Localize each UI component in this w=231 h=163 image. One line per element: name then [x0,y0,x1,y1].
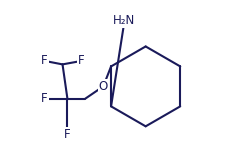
Text: F: F [78,54,85,67]
Text: F: F [41,54,48,67]
Text: H₂N: H₂N [113,14,136,27]
Text: O: O [99,80,108,93]
Text: F: F [41,92,48,105]
Text: F: F [64,128,71,141]
